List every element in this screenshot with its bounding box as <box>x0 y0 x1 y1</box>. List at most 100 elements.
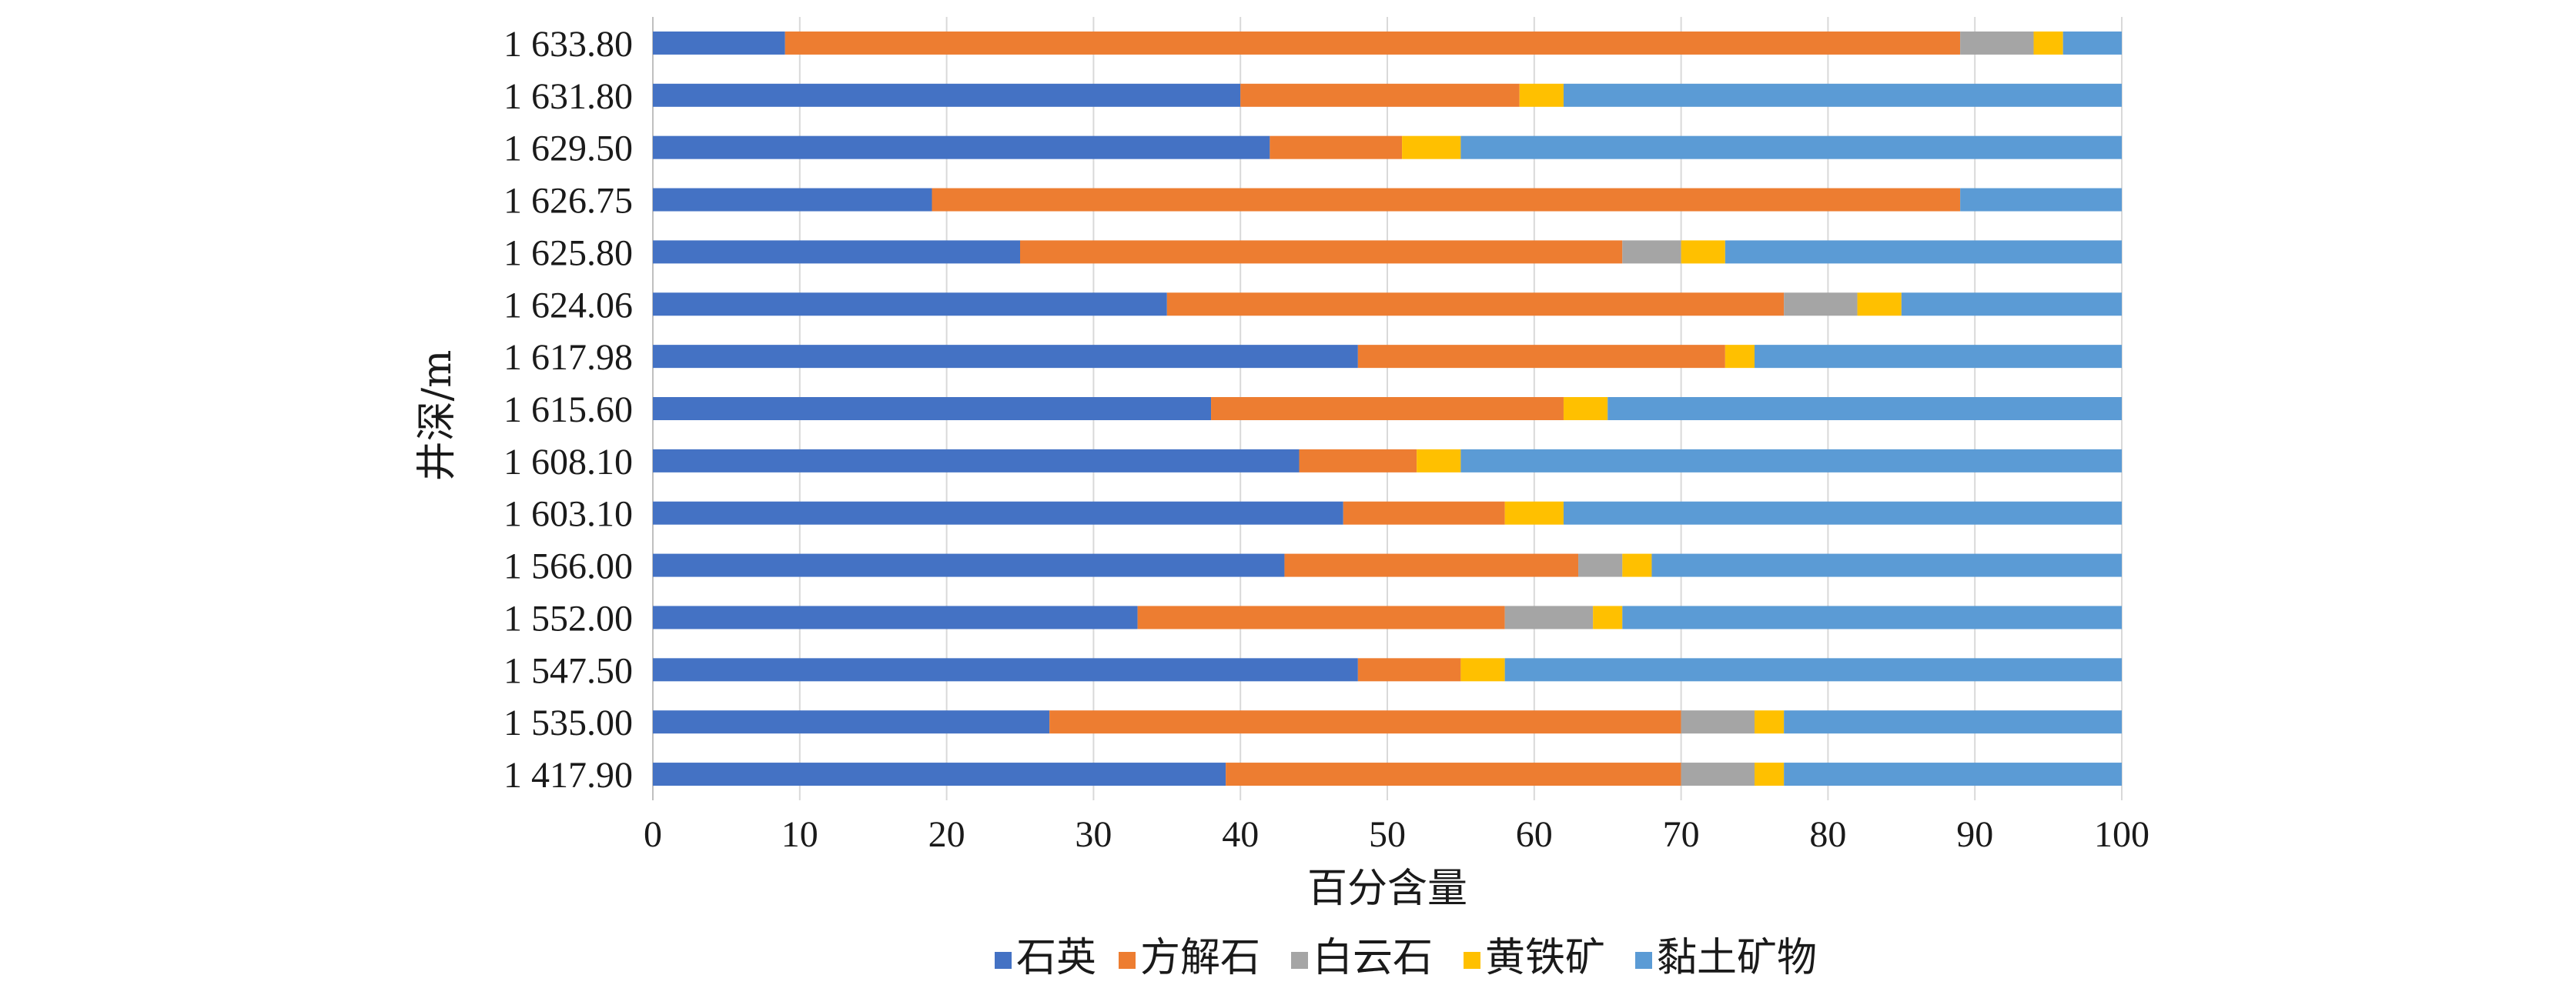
y-tick-label: 1 603.10 <box>503 494 633 535</box>
bar-segment <box>1578 553 1623 577</box>
y-tick-label: 1 535.00 <box>503 703 633 743</box>
legend-swatch <box>995 952 1012 969</box>
bar-segment <box>1725 240 2122 264</box>
y-tick-label: 1 625.80 <box>503 232 633 273</box>
bar-segment <box>653 135 1270 159</box>
bar-segment <box>1755 710 1785 734</box>
bar-segment <box>1020 240 1623 264</box>
bar-segment <box>1211 397 1564 420</box>
bar-segment <box>1137 606 1505 629</box>
legend-swatch <box>1291 952 1308 969</box>
x-tick-label: 30 <box>1075 814 1112 855</box>
bar-segment <box>653 292 1167 316</box>
bar-segment <box>1417 449 1461 472</box>
y-tick-label: 1 615.60 <box>503 389 633 430</box>
y-tick-label: 1 566.00 <box>503 546 633 587</box>
y-tick-label: 1 633.80 <box>503 24 633 65</box>
bar-segment <box>653 658 1358 682</box>
bar-segment <box>1226 763 1681 786</box>
x-tick-label: 10 <box>781 814 818 855</box>
bar-segment <box>1166 292 1785 316</box>
bar-segment <box>1402 135 1461 159</box>
bar-segment <box>1622 240 1681 264</box>
bar-segment <box>653 710 1050 734</box>
bar-segment <box>653 397 1212 420</box>
y-axis-tick-labels: 1 633.80 1 631.80 1 629.50 1 626.75 1 625.80… <box>503 24 633 796</box>
bar-segment <box>1563 397 1608 420</box>
bar-segment <box>1343 501 1505 525</box>
y-tick-label: 1 631.80 <box>503 76 633 117</box>
bar-segment <box>1857 292 1902 316</box>
bar-segment <box>785 31 1961 55</box>
bar-segment <box>1755 763 1785 786</box>
bar-segment <box>653 501 1343 525</box>
bar-segment <box>653 449 1300 472</box>
bar-segment <box>653 31 785 55</box>
y-tick-label: 1 417.90 <box>503 755 633 796</box>
x-axis-title: 百分含量 <box>1307 866 1467 912</box>
bar-segment <box>1651 553 2122 577</box>
bar-segment <box>1681 710 1755 734</box>
x-tick-label: 50 <box>1369 814 1406 855</box>
bar-segment <box>1960 31 2034 55</box>
bar-segment <box>1049 710 1681 734</box>
bar-segment <box>1593 606 1623 629</box>
bar-segment <box>1681 240 1725 264</box>
bar-segment <box>1607 397 2122 420</box>
x-axis-tick-labels: 0 10 20 30 40 50 60 70 80 90 100 <box>644 814 2149 855</box>
bar-segment <box>653 345 1358 369</box>
bar-segment <box>932 188 1961 212</box>
y-tick-label: 1 624.06 <box>503 285 633 326</box>
x-tick-label: 0 <box>644 814 662 855</box>
bar-segment <box>1284 553 1579 577</box>
x-tick-label: 90 <box>1956 814 1993 855</box>
bar-segment <box>1622 606 2122 629</box>
bar-segment <box>2062 31 2122 55</box>
bar-segment <box>1681 763 1755 786</box>
bar-segment <box>653 606 1138 629</box>
y-tick-label: 1 629.50 <box>503 129 633 169</box>
bar-segment <box>2033 31 2063 55</box>
x-tick-label: 20 <box>928 814 965 855</box>
bar-segment <box>653 188 932 212</box>
bar-segment <box>1784 292 1858 316</box>
legend-swatch <box>1635 952 1652 969</box>
bar-segment <box>1357 345 1725 369</box>
bar-segment <box>1504 658 2122 682</box>
bar-segment <box>1784 763 2122 786</box>
x-tick-label: 70 <box>1663 814 1700 855</box>
legend-label: 白云石 <box>1313 935 1433 981</box>
bar-segment <box>1563 83 2122 107</box>
x-tick-label: 100 <box>2094 814 2149 855</box>
bar-segment <box>1357 658 1461 682</box>
bar-segment <box>1299 449 1417 472</box>
bar-segment <box>1519 83 1564 107</box>
y-tick-label: 1 608.10 <box>503 442 633 482</box>
legend-label: 黄铁矿 <box>1485 935 1605 981</box>
bar-segment <box>1960 188 2122 212</box>
bar-segment <box>653 83 1241 107</box>
bar-segment <box>1563 501 2122 525</box>
x-tick-label: 80 <box>1809 814 1846 855</box>
bar-segment <box>653 763 1226 786</box>
legend-swatch <box>1464 952 1480 969</box>
bar-segment <box>1725 345 1755 369</box>
bar-segment <box>1504 606 1594 629</box>
y-tick-label: 1 552.00 <box>503 598 633 639</box>
bar-segment <box>1460 658 1505 682</box>
y-axis-title: 井深/m <box>414 350 460 482</box>
bar-segment <box>653 553 1285 577</box>
bar-segment <box>653 240 1020 264</box>
bar-segment <box>1622 553 1652 577</box>
bar-segment <box>1755 345 2122 369</box>
legend-swatch <box>1119 952 1136 969</box>
stacked-bars <box>653 31 2122 786</box>
legend-label: 石英 <box>1016 935 1096 981</box>
y-tick-label: 1 626.75 <box>503 181 633 222</box>
bar-segment <box>1784 710 2122 734</box>
legend-label: 方解石 <box>1140 935 1260 981</box>
bar-segment <box>1240 83 1520 107</box>
y-tick-label: 1 547.50 <box>503 650 633 691</box>
x-tick-label: 40 <box>1222 814 1259 855</box>
